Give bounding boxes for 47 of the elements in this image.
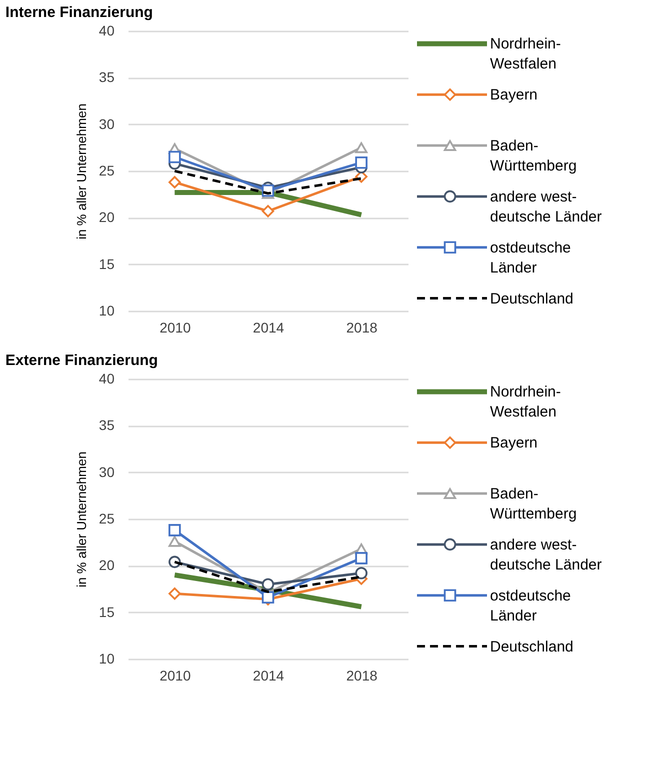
x-tick-label: 2014 <box>252 668 284 684</box>
y-tick-label: 10 <box>98 650 115 666</box>
point <box>168 536 181 547</box>
y-axis-title: in % aller Unternehmen <box>74 104 89 240</box>
x-tick-label: 2014 <box>252 320 284 336</box>
point <box>168 588 181 600</box>
y-tick-label: 35 <box>98 69 115 86</box>
y-tick-label: 20 <box>98 557 115 574</box>
point <box>262 578 274 590</box>
legend-label: Bayern <box>490 434 538 452</box>
y-tick-label: 30 <box>98 464 115 480</box>
legend-label: andere west-deutsche Länder <box>490 536 602 574</box>
legend-label: Baden-Württemberg <box>490 138 577 175</box>
x-tick-label: 2018 <box>346 668 378 684</box>
y-tick-label: 20 <box>98 209 115 226</box>
x-tick-label: 2010 <box>160 320 191 336</box>
y-tick-label: 30 <box>98 116 115 132</box>
point <box>168 150 181 164</box>
legend-label: Bayern <box>490 86 538 104</box>
x-tick-label: 2010 <box>160 668 191 684</box>
y-axis-title: in % aller Unternehmen <box>74 452 89 588</box>
y-tick-label: 25 <box>98 162 115 178</box>
point <box>355 552 368 564</box>
y-tick-label: 15 <box>98 604 115 620</box>
legend-label: ostdeutsche Länder <box>490 587 571 624</box>
legend-label: Nordrhein-Westfalen <box>490 36 561 73</box>
y-tick-label: 40 <box>98 370 115 386</box>
point <box>355 156 368 169</box>
point <box>262 204 274 218</box>
y-tick-label: 10 <box>98 302 115 318</box>
x-tick-label: 2018 <box>346 320 378 336</box>
legend-label: Deutschland <box>490 638 574 656</box>
y-tick-label: 40 <box>98 22 115 38</box>
point <box>168 524 181 536</box>
chart-title: Interne Finanzierung <box>5 4 153 21</box>
point <box>355 142 368 154</box>
legend-label: Deutschland <box>490 290 574 308</box>
legend-label: Nordrhein-Westfalen <box>490 384 561 421</box>
y-tick-label: 25 <box>98 510 115 526</box>
chart-title: Externe Finanzierung <box>5 352 158 369</box>
point <box>168 176 181 188</box>
legend-label: ostdeutsche Länder <box>490 239 571 276</box>
legend-label: andere west-deutsche Länder <box>490 188 602 226</box>
point <box>355 567 368 580</box>
y-tick-label: 35 <box>98 417 115 434</box>
y-tick-label: 15 <box>98 256 115 272</box>
legend-label: Baden-Württemberg <box>490 486 577 523</box>
